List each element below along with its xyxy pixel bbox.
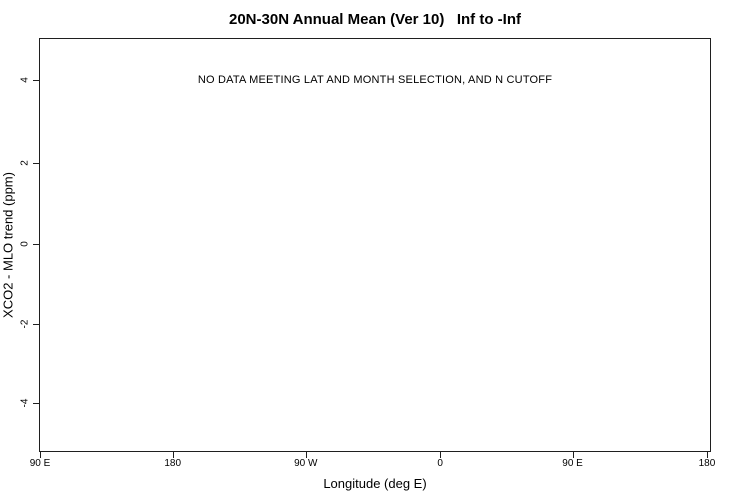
x-axis-tick <box>706 452 708 458</box>
y-axis-tick <box>33 324 39 326</box>
x-axis-tick <box>40 452 41 458</box>
x-axis-tick <box>172 452 174 458</box>
x-axis-tick <box>305 452 307 458</box>
y-axis-tick <box>33 163 39 165</box>
y-axis-tick-label: -2 <box>19 319 31 329</box>
no-data-annotation: NO DATA MEETING LAT AND MONTH SELECTION,… <box>197 74 553 86</box>
y-axis-tick <box>33 79 39 81</box>
y-axis-tick-label: 4 <box>19 77 31 83</box>
x-axis-tick-label: 90 E <box>562 458 583 469</box>
x-axis-tick <box>440 452 442 458</box>
x-axis-label: Longitude (deg E) <box>323 476 427 491</box>
y-axis-tick-label: 0 <box>19 241 31 247</box>
y-axis-tick-label: -4 <box>19 398 31 408</box>
x-axis-tick-label: 90 W <box>294 458 318 469</box>
x-axis-tick <box>572 452 574 458</box>
x-axis-tick-label: 90 E <box>29 458 51 469</box>
y-axis-tick-label: 2 <box>19 160 31 166</box>
y-axis-tick <box>33 244 39 246</box>
y-axis-tick <box>33 403 39 405</box>
x-axis-tick-label: 180 <box>698 458 716 469</box>
chart-title: 20N-30N Annual Mean (Ver 10) Inf to -Inf <box>229 11 521 28</box>
x-axis-tick-label: 0 <box>437 458 443 469</box>
x-axis-tick-label: 180 <box>164 458 182 469</box>
plot-area: NO DATA MEETING LAT AND MONTH SELECTION,… <box>39 38 711 452</box>
y-axis-label: XCO2 - MLO trend (ppm) <box>0 172 16 318</box>
